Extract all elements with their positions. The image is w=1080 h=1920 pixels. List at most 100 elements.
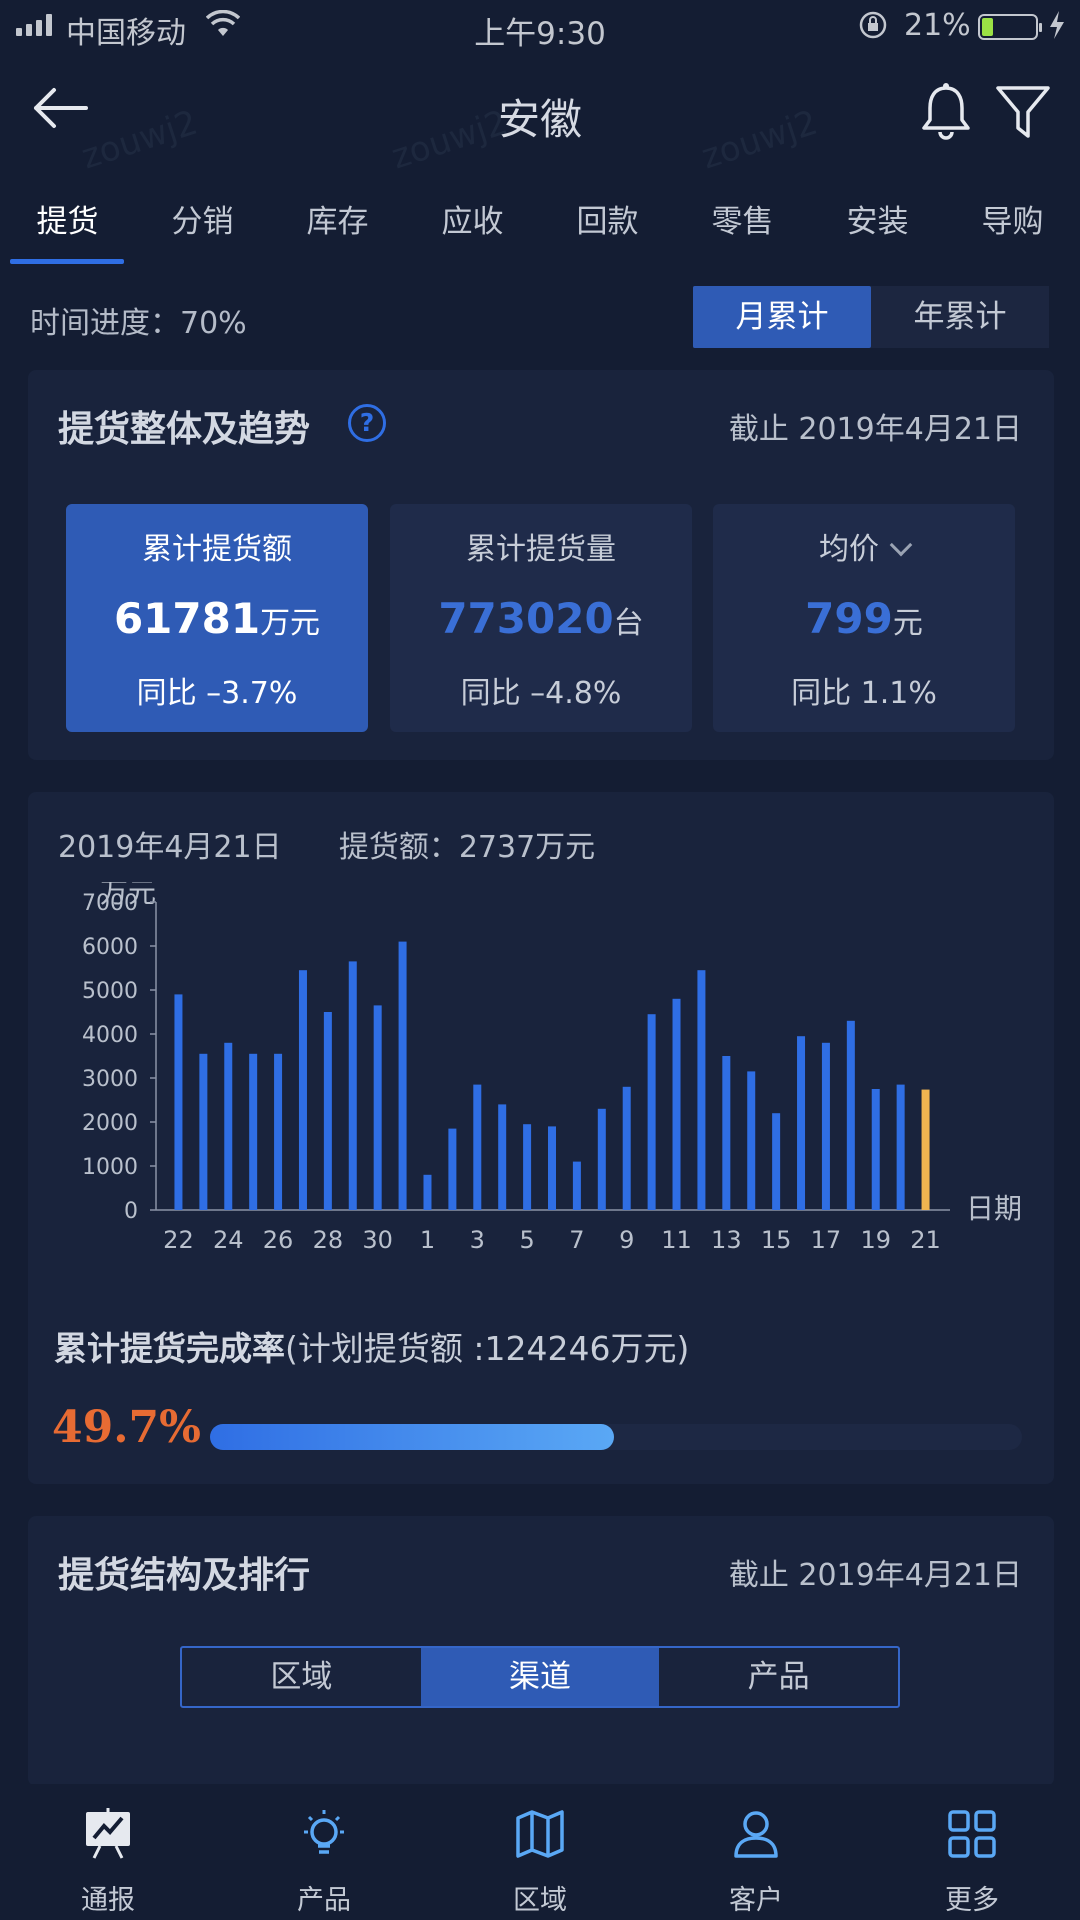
tab-retail[interactable]: 零售: [711, 204, 774, 240]
chart-bar: [747, 1071, 756, 1210]
bell-icon[interactable]: [918, 82, 974, 142]
structure-title: 提货结构及排行: [58, 1555, 311, 1596]
kpi-yoy: 同比 –4.8%: [460, 676, 622, 711]
chevron-down-icon[interactable]: [889, 533, 913, 557]
x-tick-label: 22: [163, 1226, 194, 1254]
tab-receivable[interactable]: 应收: [441, 204, 504, 240]
bottom-nav-customer[interactable]: 客户: [648, 1784, 864, 1920]
chart-bar: [174, 994, 183, 1210]
chart-bar: [398, 941, 407, 1210]
segment-product[interactable]: 产品: [747, 1659, 810, 1695]
chart-bar: [871, 1089, 880, 1210]
completion-progress-fill: [210, 1424, 614, 1450]
x-tick-label: 28: [313, 1226, 344, 1254]
kpi-label: 均价: [713, 524, 1015, 568]
trend-chart-card: 2019年4月21日 提货额：2737万元 万元 0 1000 2000 3000 400…: [28, 792, 1054, 1484]
report-icon: [86, 1808, 130, 1859]
bottom-nav: 通报 产品 区域 客户 更多: [0, 1784, 1080, 1920]
monthly-cumulative-button[interactable]: 月累计: [693, 286, 871, 348]
structure-card: 提货结构及排行 截止 2019年4月21日 区域 渠道 产品: [28, 1516, 1054, 1786]
chart-bar: [498, 1104, 507, 1210]
kpi-yoy: 同比 –3.7%: [136, 676, 298, 711]
x-tick-label: 13: [711, 1226, 742, 1254]
kpi-yoy: 同比 1.1%: [791, 676, 937, 711]
bottom-nav-more[interactable]: 更多: [864, 1784, 1080, 1920]
chart-bar: [722, 1056, 731, 1210]
tab-distribution[interactable]: 分销: [171, 204, 234, 240]
x-tick-label: 24: [213, 1226, 244, 1254]
filter-icon[interactable]: [994, 84, 1052, 140]
y-tick-label: 5000: [82, 979, 138, 1004]
y-tick-label: 3000: [82, 1067, 138, 1092]
status-bar: 中国移动 上午9:30 21%: [0, 0, 1080, 52]
chart-bar: [473, 1084, 482, 1210]
chart-bar: [772, 1113, 781, 1210]
battery-icon: [978, 14, 1042, 40]
status-time: 上午9:30: [474, 16, 606, 52]
signal-icon: [16, 14, 52, 36]
x-tick-label: 19: [860, 1226, 891, 1254]
map-icon: [516, 1810, 564, 1858]
rotation-lock-icon: [859, 11, 887, 39]
chart-bar: [697, 970, 706, 1210]
completion-progress-bar: [210, 1424, 1022, 1450]
segment-region[interactable]: 区域: [270, 1659, 333, 1695]
tab-pickup[interactable]: 提货: [0, 172, 135, 264]
chart-bar: [274, 1053, 283, 1210]
completion-title: 累计提货完成率(计划提货额 :124246万元): [54, 1329, 690, 1368]
chart-bar: [597, 1108, 606, 1210]
chart-bar: [423, 1174, 432, 1210]
chart-bar: [523, 1124, 532, 1210]
kpi-card-amount[interactable]: 累计提货额 61781万元 同比 –3.7%: [66, 504, 368, 732]
chart-bar: [373, 1005, 382, 1210]
y-tick-label: 1000: [82, 1155, 138, 1180]
tab-bar: 提货 分销 库存 应收 回款 零售 安装 导购: [0, 172, 1080, 264]
x-tick-label: 5: [519, 1226, 534, 1254]
tab-inventory[interactable]: 库存: [306, 204, 369, 240]
wifi-icon: [206, 10, 240, 36]
grid-icon: [948, 1810, 996, 1858]
y-tick-label: 7000: [82, 891, 138, 916]
y-tick-label: 2000: [82, 1111, 138, 1136]
x-tick-label: 1: [420, 1226, 435, 1254]
x-tick-label: 15: [761, 1226, 792, 1254]
kpi-card-volume[interactable]: 累计提货量 773020台 同比 –4.8%: [390, 504, 692, 732]
chart-bar: [548, 1126, 556, 1210]
dimension-toggle: 区域 渠道 产品: [180, 1646, 900, 1708]
user-icon: [734, 1811, 778, 1858]
help-icon[interactable]: ?: [348, 404, 386, 442]
tab-shopping-guide[interactable]: 导购: [981, 204, 1044, 240]
chart-bar: [622, 1086, 631, 1210]
x-tick-label: 9: [619, 1226, 634, 1254]
page-title: 安徽: [497, 95, 582, 144]
bottom-nav-label: 客户: [729, 1885, 783, 1916]
carrier: 中国移动: [66, 16, 186, 51]
chart-bar: [672, 998, 681, 1210]
charging-icon: [1050, 11, 1064, 39]
bottom-nav-region[interactable]: 区域: [432, 1784, 648, 1920]
segment-channel[interactable]: 渠道: [420, 1648, 660, 1706]
daily-pickup-bar-chart: 万元 0 1000 2000 3000 4000 5000 6000 7000 22 24 26 28 3…: [82, 882, 1022, 1254]
chart-bar: [348, 961, 357, 1210]
selected-day-detail: 2019年4月21日 提货额：2737万元: [58, 830, 596, 865]
period-toggle: 月累计 年累计: [693, 286, 1049, 348]
tab-installation[interactable]: 安装: [846, 204, 909, 240]
back-arrow-icon[interactable]: [30, 82, 90, 134]
yearly-cumulative-button[interactable]: 年累计: [913, 299, 1007, 335]
chart-bar: [797, 1036, 806, 1210]
chart-bar: [448, 1128, 457, 1210]
bottom-nav-report[interactable]: 通报: [0, 1784, 216, 1920]
kpi-card-avg-price[interactable]: 均价 799元 同比 1.1%: [713, 504, 1015, 732]
kpi-value: 61781万元: [113, 594, 321, 643]
chart-bar: [224, 1042, 233, 1210]
x-axis-label: 日期: [966, 1192, 1022, 1225]
chart-bar: [199, 1053, 208, 1210]
bottom-nav-product[interactable]: 产品: [216, 1784, 432, 1920]
x-tick-label: 7: [569, 1226, 584, 1254]
kpi-value: 799元: [805, 594, 923, 643]
bottom-nav-label: 产品: [297, 1885, 351, 1916]
bottom-nav-label: 区域: [513, 1885, 567, 1916]
chart-bar: [249, 1053, 258, 1210]
y-axis-label: 万元: [100, 882, 156, 909]
tab-collection[interactable]: 回款: [576, 204, 639, 240]
